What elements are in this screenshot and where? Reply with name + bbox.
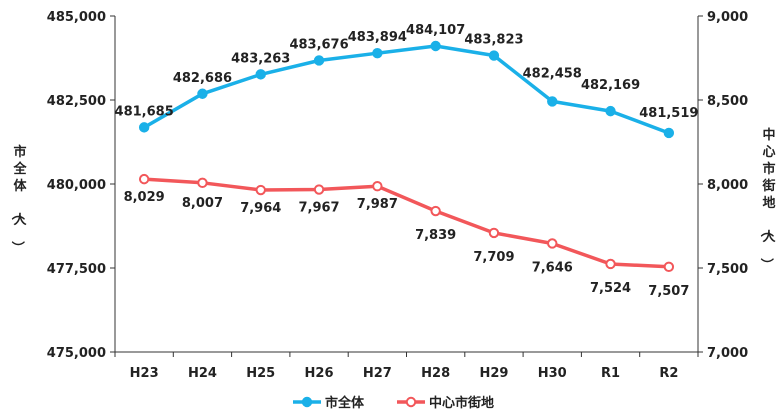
right-tick-label: 7,500 bbox=[707, 262, 748, 277]
data-label: 482,169 bbox=[581, 78, 640, 93]
left-tick-label: 485,000 bbox=[47, 10, 106, 25]
x-tick-label: H29 bbox=[479, 366, 508, 381]
data-point bbox=[138, 173, 150, 185]
left-tick-label: 482,500 bbox=[47, 94, 106, 109]
right-axis-title: 中心市街地 （人 ） bbox=[758, 127, 776, 271]
left-axis-title-char: （ bbox=[9, 207, 25, 220]
data-point bbox=[605, 258, 616, 270]
data-point bbox=[255, 184, 266, 196]
data-point bbox=[663, 127, 675, 139]
left-axis-title: 市全体 （人 ） bbox=[9, 144, 27, 254]
left-axis-title-char: 市 bbox=[13, 144, 26, 160]
data-label: 7,709 bbox=[473, 250, 514, 265]
data-label: 7,524 bbox=[590, 281, 631, 296]
x-tick-label: H26 bbox=[305, 366, 334, 381]
left-axis-title-char: ） bbox=[9, 241, 25, 254]
data-label: 7,507 bbox=[648, 284, 689, 299]
data-label: 484,107 bbox=[406, 23, 465, 38]
data-label: 7,964 bbox=[240, 201, 281, 216]
x-tick-label: H28 bbox=[421, 366, 450, 381]
left-tick-label: 475,000 bbox=[47, 346, 106, 361]
series-line-center bbox=[144, 177, 669, 269]
x-tick-label: H27 bbox=[363, 366, 392, 381]
right-tick-label: 7,000 bbox=[707, 346, 748, 361]
x-tick-label: H30 bbox=[538, 366, 567, 381]
x-tick-label: R2 bbox=[659, 366, 678, 381]
data-label: 7,967 bbox=[298, 201, 339, 216]
legend-label: 中心市街地 bbox=[429, 395, 494, 411]
data-label: 483,823 bbox=[464, 33, 523, 48]
data-label: 7,839 bbox=[415, 228, 456, 243]
right-axis-title-char: ） bbox=[758, 258, 774, 271]
legend-marker bbox=[301, 396, 313, 408]
right-axis-title-char: 中 bbox=[762, 127, 775, 143]
x-tick-label: H25 bbox=[246, 366, 275, 381]
data-point bbox=[313, 184, 325, 195]
data-label: 483,894 bbox=[348, 30, 407, 45]
data-point bbox=[197, 88, 208, 99]
data-point bbox=[372, 47, 383, 59]
data-label: 482,686 bbox=[173, 71, 232, 86]
data-point bbox=[138, 122, 150, 133]
data-point bbox=[197, 177, 208, 189]
data-point bbox=[605, 105, 616, 117]
data-label: 483,263 bbox=[231, 51, 290, 66]
right-axis-title-char: 心 bbox=[762, 145, 775, 160]
data-point bbox=[488, 227, 500, 239]
right-tick-label: 8,000 bbox=[707, 178, 748, 193]
x-tick-label: R1 bbox=[601, 366, 620, 381]
legend-label: 市全体 bbox=[325, 395, 365, 411]
data-point bbox=[255, 69, 266, 80]
data-point bbox=[430, 40, 441, 52]
right-axis-title-char: 街 bbox=[761, 178, 775, 194]
x-tick-label: H24 bbox=[188, 366, 217, 381]
x-tick-label: H23 bbox=[130, 366, 159, 381]
left-axis-title-char: 体 bbox=[13, 178, 27, 194]
data-label: 7,646 bbox=[532, 260, 573, 275]
legend: 市全体 中心市街地 bbox=[293, 395, 494, 411]
right-axis-title-char: 人 bbox=[762, 229, 776, 245]
data-point bbox=[663, 261, 675, 273]
data-point bbox=[488, 50, 500, 61]
data-label: 7,987 bbox=[357, 197, 398, 212]
data-point bbox=[372, 180, 383, 192]
data-label: 8,007 bbox=[182, 196, 223, 211]
data-point bbox=[313, 55, 325, 66]
data-point bbox=[547, 96, 558, 107]
left-tick-label: 480,000 bbox=[47, 178, 106, 193]
left-tick-label: 477,500 bbox=[47, 262, 106, 277]
right-tick-label: 9,000 bbox=[707, 10, 748, 25]
data-label: 482,458 bbox=[523, 66, 582, 81]
series-line-city bbox=[143, 44, 670, 135]
right-axis-title-char: （ bbox=[758, 224, 774, 237]
right-axis-title-char: 地 bbox=[762, 195, 775, 211]
data-label: 481,685 bbox=[115, 104, 174, 119]
left-axis-title-char: 人 bbox=[13, 212, 27, 228]
data-label: 483,676 bbox=[289, 37, 348, 52]
data-label: 481,519 bbox=[639, 106, 698, 121]
data-point bbox=[547, 238, 558, 249]
legend-marker bbox=[405, 396, 417, 408]
right-axis-title-char: 市 bbox=[762, 161, 775, 177]
axes-layer: 475,000 477,500 480,000 482,500 485,000 7,000… bbox=[9, 10, 776, 381]
right-tick-label: 8,500 bbox=[707, 94, 748, 109]
data-label: 8,029 bbox=[124, 190, 165, 205]
left-axis-title-char: 全 bbox=[12, 161, 27, 177]
data-point bbox=[430, 205, 441, 217]
